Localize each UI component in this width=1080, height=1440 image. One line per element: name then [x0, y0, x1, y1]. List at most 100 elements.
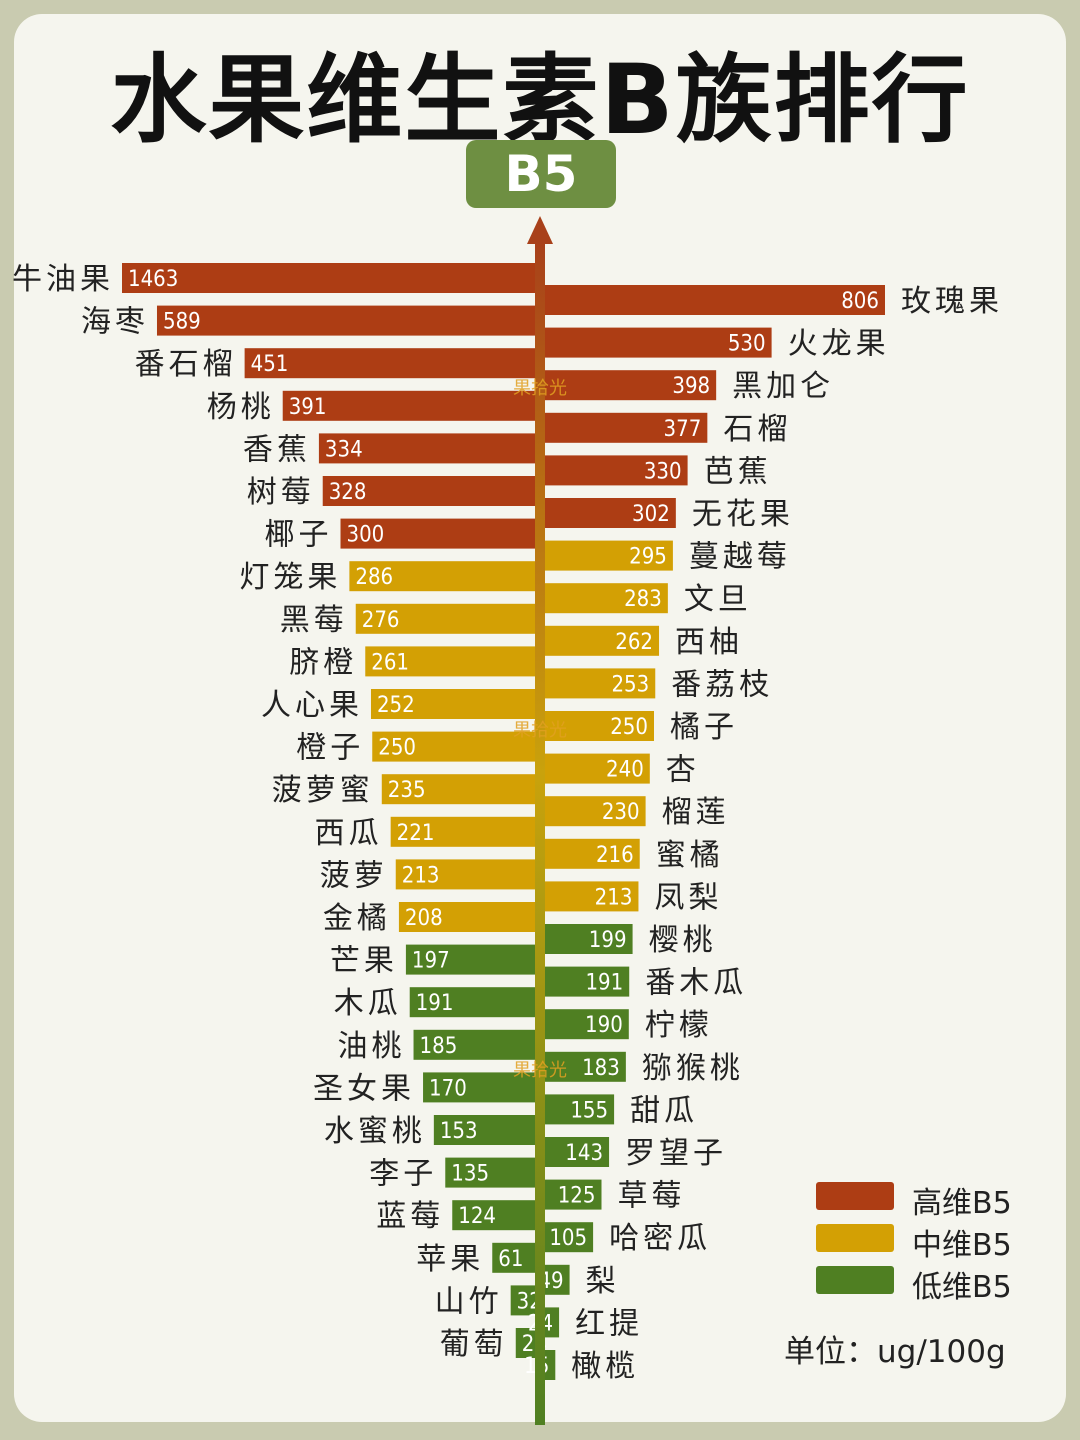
- bar-left-value: 451: [251, 352, 289, 377]
- bar-left: [390, 816, 535, 847]
- bar-left-value: 252: [377, 693, 415, 718]
- bar-right: [545, 711, 654, 741]
- bar-left-value: 391: [289, 395, 327, 420]
- bar-right-value: 230: [602, 800, 640, 825]
- bar-right-label: 柠檬: [645, 1008, 713, 1043]
- bar-left-label: 杨桃: [207, 390, 275, 425]
- bar-right-label: 番木瓜: [645, 966, 747, 1001]
- bar-left-label: 牛油果: [12, 262, 114, 297]
- bar-left-value: 235: [388, 778, 426, 803]
- bar-right: [545, 753, 650, 784]
- bar-left: [318, 433, 535, 464]
- bar-left: [244, 348, 536, 379]
- bar-left-value: 135: [451, 1162, 489, 1187]
- bar-left-label: 海枣: [81, 305, 149, 340]
- bar-right-label: 橄榄: [571, 1349, 639, 1384]
- bar-left: [423, 1072, 535, 1103]
- bar-right: [545, 1137, 610, 1167]
- bar-left-label: 西瓜: [315, 816, 383, 851]
- bar-right-label: 蔓越莓: [689, 540, 791, 575]
- bar-right: [545, 583, 668, 614]
- bar-left: [122, 263, 535, 293]
- bar-right: [545, 285, 885, 315]
- bar-left: [398, 902, 535, 932]
- bar-left: [492, 1242, 535, 1273]
- bar-left-value: 589: [163, 310, 201, 335]
- bar-right: [545, 540, 673, 571]
- bar-right-label: 火龙果: [788, 327, 890, 362]
- bar-left: [452, 1200, 535, 1231]
- bar-right-label: 无花果: [692, 497, 794, 532]
- legend-label-high: 高维B5: [912, 1186, 1012, 1221]
- bar-right: [545, 625, 660, 656]
- bar-right-value: 377: [664, 417, 702, 442]
- bar-left-value: 170: [429, 1076, 467, 1101]
- bar-right-value: 143: [565, 1141, 603, 1166]
- bar-right: [545, 1307, 560, 1338]
- bar-left-value: 276: [362, 608, 400, 633]
- bar-left: [413, 1029, 535, 1060]
- bar-left-value: 334: [325, 437, 363, 462]
- bar-left-label: 苹果: [416, 1242, 484, 1277]
- bar-left: [409, 987, 535, 1018]
- bar-right-value: 398: [672, 374, 710, 399]
- bar-left-value: 1463: [128, 267, 178, 292]
- bar-right: [545, 1051, 626, 1082]
- bar-left-label: 香蕉: [243, 432, 311, 467]
- bar-right-value: 295: [629, 545, 667, 570]
- bar-right: [545, 327, 772, 358]
- bar-left-label: 树莓: [247, 475, 315, 510]
- bar-right-label: 蜜橘: [656, 838, 724, 873]
- bar-left-label: 山竹: [435, 1284, 503, 1319]
- bar-left-label: 油桃: [338, 1029, 406, 1064]
- bar-left: [282, 390, 535, 421]
- bar-right: [545, 1222, 594, 1253]
- bar-right-value: 530: [728, 332, 766, 357]
- bar-right: [545, 1179, 602, 1210]
- legend-swatch-mid: [816, 1224, 894, 1252]
- bar-right-value: 183: [582, 1056, 620, 1081]
- bar-right-value: 105: [549, 1226, 587, 1251]
- bar-right: [545, 1094, 615, 1125]
- bar-left-label: 芒果: [330, 944, 398, 979]
- bar-right-value: 250: [610, 715, 648, 740]
- bar-right: [545, 455, 688, 486]
- bar-left-value: 328: [329, 480, 367, 505]
- bar-left-label: 人心果: [261, 688, 363, 723]
- bar-left: [510, 1285, 535, 1316]
- bar-right-label: 草莓: [618, 1179, 686, 1214]
- bar-right-value: 216: [596, 843, 634, 868]
- center-axis: [535, 240, 545, 1425]
- bar-left-value: 221: [397, 821, 435, 846]
- bar-left-label: 番石榴: [135, 347, 237, 382]
- legend-label-mid: 中维B5: [912, 1228, 1012, 1263]
- bar-right-label: 黑加仑: [732, 369, 834, 404]
- bar-right-label: 文旦: [684, 582, 752, 617]
- bar-right: [545, 498, 676, 528]
- bar-left-label: 金橘: [323, 901, 391, 936]
- bar-left: [372, 731, 535, 762]
- bar-left: [156, 305, 536, 336]
- bar-right-label: 橘子: [670, 710, 738, 745]
- bar-right-value: 125: [558, 1184, 596, 1209]
- bar-right-value: 806: [841, 289, 879, 314]
- bar-right: [545, 838, 640, 869]
- bar-left-label: 菠萝: [320, 858, 388, 893]
- axis-arrow-head: [527, 216, 553, 244]
- bar-left-value: 191: [416, 991, 454, 1016]
- bar-right: [545, 668, 656, 699]
- bar-right: [545, 881, 639, 912]
- bar-left-value: 213: [402, 863, 440, 888]
- bar-right-value: 283: [624, 587, 662, 612]
- bar-right-value: 213: [595, 885, 633, 910]
- legend-label-low: 低维B5: [912, 1270, 1012, 1305]
- watermark-text: 果拾光: [513, 720, 567, 741]
- bar-right: [545, 966, 630, 997]
- watermark-text: 果拾光: [513, 1060, 567, 1081]
- bar-right-label: 哈密瓜: [609, 1221, 711, 1256]
- bar-right: [545, 412, 708, 443]
- bar-right: [545, 1264, 570, 1295]
- bar-right-value: 240: [606, 758, 644, 783]
- bar-right-value: 190: [585, 1013, 623, 1038]
